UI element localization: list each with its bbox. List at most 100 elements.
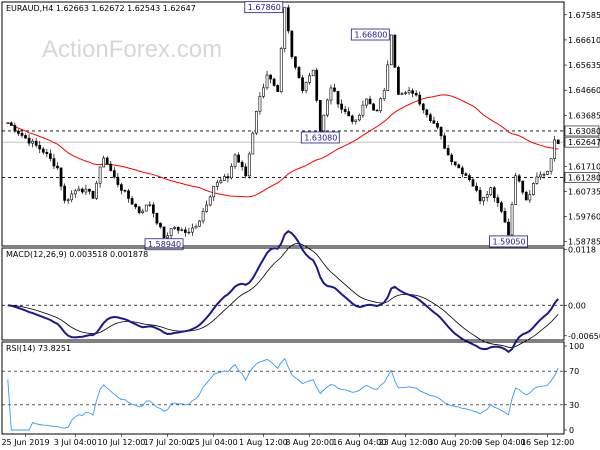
candle-body — [443, 135, 446, 149]
candle — [301, 75, 304, 94]
rsi-y-axis: 100 70 30 0 — [564, 342, 584, 435]
candle — [336, 91, 340, 108]
candle-body — [13, 125, 17, 132]
candle — [460, 165, 464, 178]
x-tick-label: 9 Sep 04:00 — [477, 438, 525, 447]
candle — [375, 108, 379, 112]
candle-body — [191, 227, 194, 233]
candle-body — [63, 185, 66, 201]
candle-body — [535, 176, 539, 184]
y-tick-label: 30 — [569, 401, 579, 410]
annotation-box — [489, 235, 528, 248]
candle-body — [482, 196, 486, 202]
candle — [450, 152, 454, 166]
price-annotation: 1.66800 — [350, 28, 392, 41]
candle — [286, 4, 290, 34]
candle-body — [311, 69, 315, 77]
candle-body — [148, 204, 152, 206]
candle-body — [411, 90, 414, 94]
candle — [155, 212, 159, 226]
candle-body — [77, 188, 81, 192]
candle-body — [73, 190, 77, 195]
candle-body — [386, 64, 390, 91]
candle — [354, 119, 358, 125]
candle — [219, 177, 223, 184]
candle-body — [361, 104, 365, 116]
candle — [6, 122, 10, 124]
candle-body — [141, 210, 145, 213]
candle-body — [49, 153, 52, 159]
candle — [226, 173, 230, 183]
price-panel: ActionForex.com EURAUD,H4 1.62663 1.6267… — [1, 1, 600, 251]
candle-body — [180, 229, 184, 231]
candle-body — [485, 194, 489, 198]
candle — [105, 156, 109, 165]
candle — [414, 90, 418, 97]
candle — [276, 84, 280, 92]
candle-body — [500, 202, 503, 212]
candle-body — [251, 132, 255, 155]
y-tick-label: 1.62647 — [568, 138, 600, 147]
candle-body — [464, 173, 468, 176]
y-tick-label: 1.65635 — [568, 61, 600, 70]
price-y-axis: 1.67585 1.66610 1.65635 1.64660 1.63685 1.626… — [564, 11, 600, 247]
candle — [386, 60, 390, 91]
candle-body — [340, 103, 343, 110]
candle-body — [421, 103, 425, 111]
candle — [52, 153, 56, 170]
candle — [407, 86, 411, 95]
candle-body — [230, 165, 233, 179]
candle-body — [556, 139, 560, 144]
candle-body — [226, 176, 230, 179]
candle — [262, 83, 265, 99]
candle — [112, 167, 116, 179]
candle-body — [514, 175, 517, 205]
candle — [70, 190, 74, 203]
candle — [468, 173, 471, 182]
price-annotation: 1.58940 — [144, 238, 184, 251]
candle-body — [38, 145, 42, 150]
candle-body — [17, 130, 20, 134]
candle-body — [354, 119, 358, 122]
candle-body — [357, 114, 361, 121]
candle-body — [475, 185, 478, 191]
candle — [546, 170, 549, 175]
candle-body — [379, 98, 383, 112]
x-tick-label: 23 Aug 12:00 — [379, 438, 433, 447]
level-tag — [564, 125, 600, 137]
candle — [162, 226, 166, 239]
candle — [24, 133, 27, 139]
candle — [91, 190, 95, 200]
candle-body — [531, 183, 535, 195]
candle — [489, 186, 493, 197]
candle-body — [308, 75, 312, 83]
candle — [340, 99, 343, 114]
candle — [429, 112, 432, 123]
candle — [244, 163, 248, 179]
candle — [311, 69, 315, 77]
candle-body — [368, 98, 372, 105]
candle-body — [549, 158, 553, 172]
candle — [361, 100, 365, 118]
candle — [198, 220, 201, 227]
candle-body — [389, 34, 393, 66]
candle-body — [233, 154, 237, 167]
candle-body — [315, 69, 319, 101]
candle-body — [301, 77, 304, 91]
level-tag — [564, 136, 600, 148]
candle-body — [84, 188, 88, 193]
x-tick-label: 3 Jul 04:00 — [54, 438, 97, 447]
candle — [425, 108, 429, 118]
candle-body — [212, 186, 216, 198]
candle-body — [542, 174, 546, 176]
candle-body — [265, 74, 269, 89]
candle-body — [262, 87, 265, 97]
candle — [120, 182, 123, 195]
candle-body — [31, 140, 35, 144]
candle — [215, 179, 219, 191]
candle — [503, 207, 507, 223]
candle-body — [134, 203, 137, 208]
candle — [457, 163, 461, 169]
y-tick-label: 1.63685 — [568, 111, 600, 120]
